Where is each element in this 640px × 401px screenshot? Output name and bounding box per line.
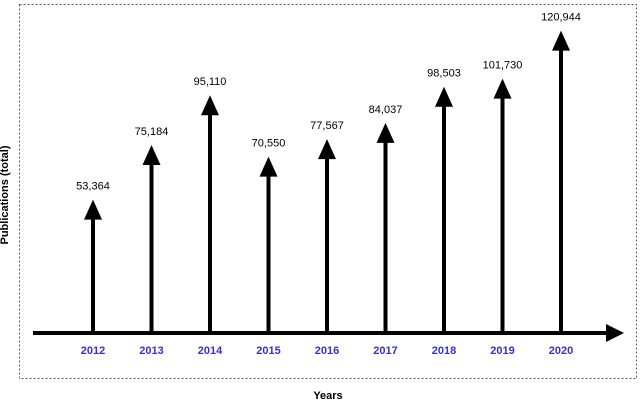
data-label: 101,730 [483,60,523,72]
bar-arrow-head [552,30,570,51]
x-tick-label: 2014 [198,345,223,357]
x-tick-label: 2012 [81,345,105,357]
bar-arrow-head [259,156,278,177]
bar-arrow-head [318,139,336,160]
bar-arrow-head [376,122,395,143]
bar-arrow-head [84,199,102,220]
bar-arrow-head [142,145,161,166]
data-label: 98,503 [427,68,461,80]
x-tick-label: 2019 [490,345,514,357]
data-label: 95,110 [194,76,227,88]
data-label: 70,550 [252,138,286,150]
data-label: 120,944 [541,12,581,24]
x-axis-title: Years [313,390,342,401]
chart-marks: 53,364 2012 75,184 2013 95,110 2014 70,550 2015… [33,12,624,357]
data-label: 75,184 [135,126,169,138]
x-tick-label: 2015 [256,345,280,357]
bar-arrow-head [435,86,453,107]
chart-frame [19,4,637,379]
bar-arrow-head [201,95,219,116]
x-axis-arrowhead [606,324,624,342]
x-tick-label: 2020 [549,345,573,357]
x-tick-label: 2017 [373,345,397,357]
data-label: 53,364 [76,181,110,193]
x-tick-label: 2013 [139,345,163,357]
data-label: 84,037 [369,104,403,116]
x-tick-label: 2016 [315,345,339,357]
y-axis-title: Publications (total) [0,145,11,244]
data-label: 77,567 [310,120,344,132]
bar-arrow-head [493,78,512,99]
x-tick-label: 2018 [432,345,456,357]
